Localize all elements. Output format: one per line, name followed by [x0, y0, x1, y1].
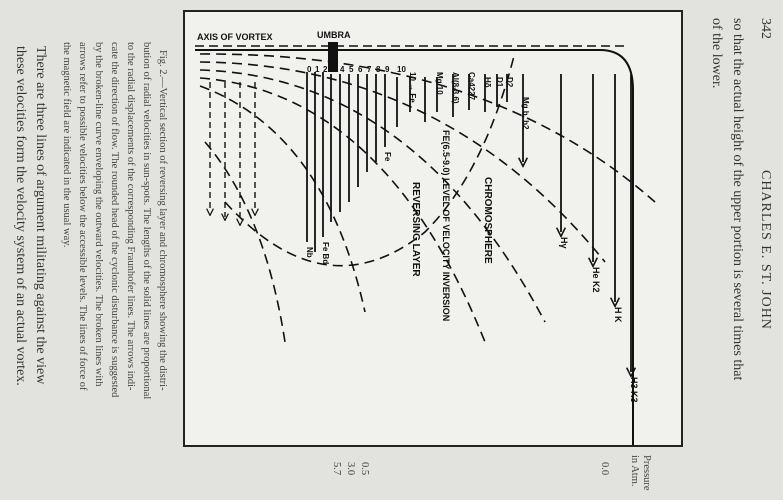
caption-line: bution of radial velocities in sun-spots… — [141, 42, 152, 400]
running-head: CHARLES E. ST. JOHN — [758, 170, 773, 330]
label-mg10: Mg 10 — [435, 72, 444, 95]
page-number: 342 — [758, 18, 773, 39]
line-number: 6 — [358, 65, 363, 74]
label-fe-bd: Fe Bd — [321, 242, 330, 264]
body-text-line-3: There are three lines of argument milita… — [33, 46, 48, 385]
rotated-labels: CHROMOSPHERE REVERSING LAYER FE(6.5-9.0)… — [305, 72, 639, 403]
label-hd: Hδ — [483, 77, 492, 88]
figure-frame: AXIS OF VORTEX UMBRA — [183, 10, 683, 447]
line-number: 4 — [340, 65, 345, 74]
line-number: 9 — [385, 65, 390, 74]
label-nb: Nb — [305, 247, 314, 258]
line-number: 8 — [376, 65, 381, 74]
pressure-header-2: in Atm. — [629, 455, 640, 487]
pressure-value: 0.0 — [599, 462, 610, 476]
label-mgb: Mg b, b2 — [521, 97, 530, 130]
body-text-line-1: so that the actual height of the upper p… — [730, 18, 745, 381]
line-number: 2 — [323, 65, 328, 74]
envelope-solid-line — [195, 49, 634, 445]
body-text-line-4: these velocities form the velocity syste… — [13, 46, 28, 386]
line-number: 7 — [367, 65, 372, 74]
label-reversing-layer: REVERSING LAYER — [410, 182, 421, 277]
velocity-lines — [306, 72, 631, 372]
caption-line: Fig. 2.—Vertical section of reversing la… — [157, 50, 168, 391]
pressure-value: 3.0 — [345, 462, 356, 476]
umbra-mark — [328, 42, 338, 72]
label-h3k3: H3 K3 — [629, 377, 639, 403]
caption-line: to the radial displacements of the corre… — [125, 42, 136, 391]
label-velocity-inversion: FE(6.5-9.0) LEVEL OF VELOCITY INVERSION — [441, 130, 451, 321]
caption-line: arrows refer to possible velocities belo… — [77, 42, 88, 391]
label-fe10: 10 → Fe — [408, 72, 417, 103]
caption-line: the magnetic field are indicated in the … — [61, 42, 72, 248]
caption-line: cate the direction of flow. The rounded … — [109, 42, 120, 398]
label-hy: Hγ — [559, 237, 569, 249]
label-hek2: He K2 — [591, 267, 601, 293]
line-number: 10 — [397, 65, 406, 74]
label-hk: H K — [613, 307, 623, 323]
label-axis-of-vortex: AXIS OF VORTEX — [197, 32, 273, 42]
caption-line: by the broken-line curve enveloping the … — [93, 42, 104, 387]
label-d2: D2 — [505, 77, 514, 88]
label-al: Al(8-3.6) — [451, 72, 460, 104]
dashed-curves — [199, 51, 656, 343]
label-chromosphere: CHROMOSPHERE — [482, 177, 493, 264]
line-number: 0 — [307, 65, 312, 74]
pressure-value: 5.7 — [331, 462, 342, 476]
label-ca4227: Ca4227 — [467, 72, 476, 101]
pressure-value: 0.5 — [359, 462, 370, 476]
line-number: 5 — [349, 65, 354, 74]
label-d1: D1 — [495, 77, 504, 88]
body-text-line-2: of the lower. — [709, 18, 724, 89]
velocity-diagram: AXIS OF VORTEX UMBRA — [195, 30, 656, 445]
line-number: 1 — [315, 65, 320, 74]
line-number: 3 — [331, 65, 336, 74]
label-umbra: UMBRA — [317, 30, 351, 40]
label-fe: Fe — [383, 152, 392, 162]
line-number-labels: 10 9 8 7 6 5 4 3 2 1 0 — [307, 65, 406, 74]
dashed-arrows — [210, 82, 255, 222]
